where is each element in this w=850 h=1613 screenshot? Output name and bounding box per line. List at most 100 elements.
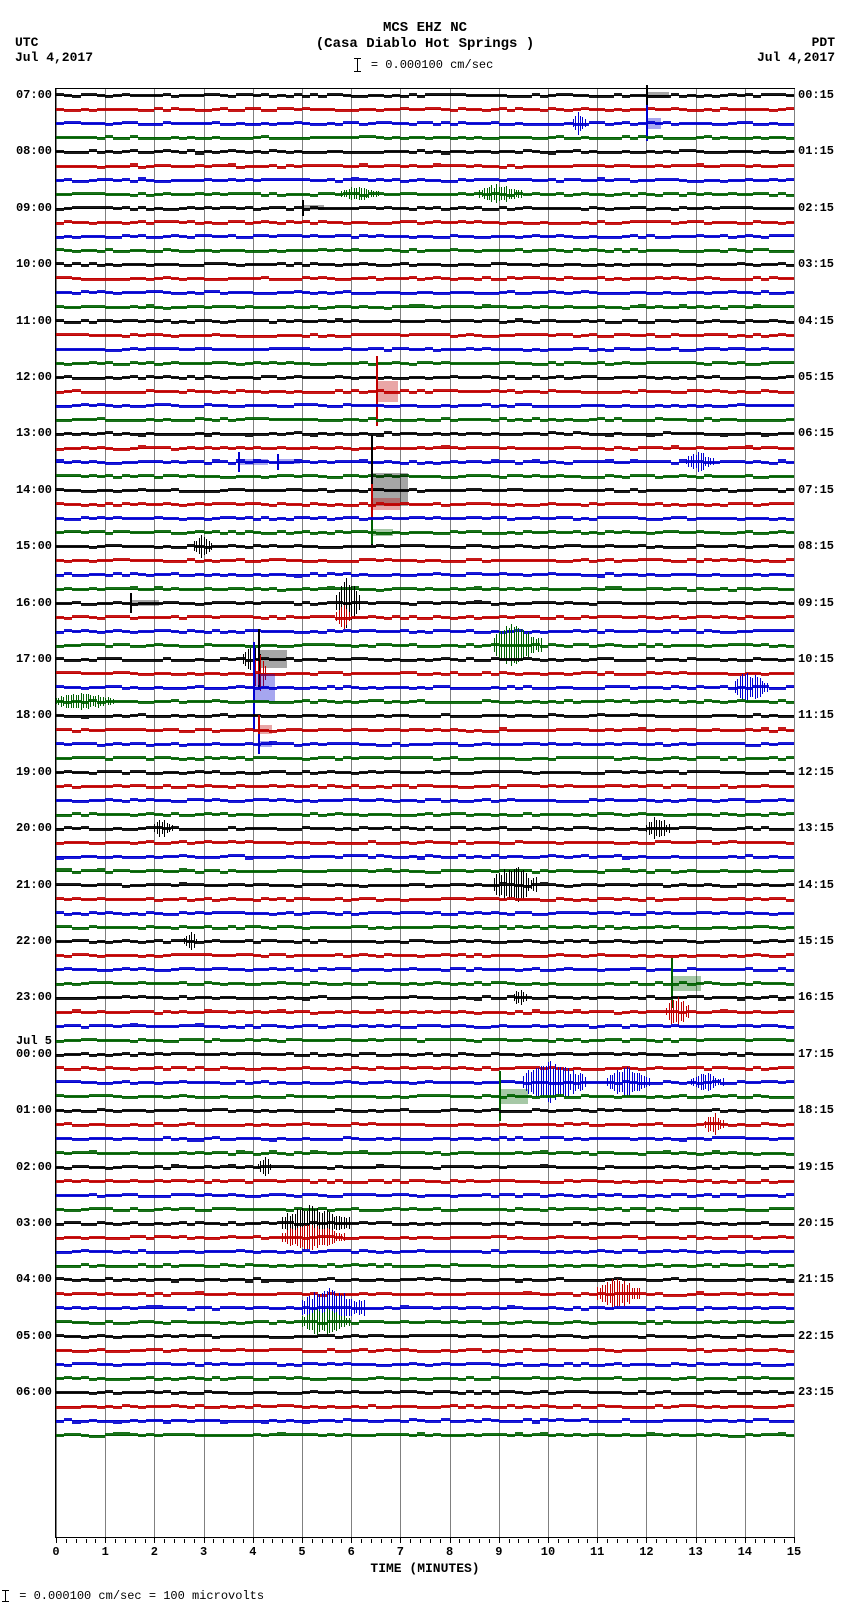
- seismic-burst-bar: [703, 453, 704, 470]
- seismic-burst-bar: [528, 632, 529, 657]
- x-minor-tick: [666, 1539, 667, 1543]
- seismic-burst-bar: [341, 1217, 342, 1230]
- seismic-burst-bar: [349, 1318, 350, 1326]
- seismic-burst-bar: [624, 1068, 625, 1096]
- trace-row: [56, 927, 794, 928]
- seismic-burst-bar: [558, 1067, 559, 1096]
- seismic-burst-bar: [496, 184, 497, 203]
- seismic-burst-bar: [260, 1161, 261, 1173]
- seismic-burst-bar: [373, 191, 374, 197]
- trace-row: [56, 1195, 794, 1196]
- pdt-hour-label: 03:15: [794, 257, 834, 271]
- trace-row: 06:0023:15: [56, 1392, 794, 1393]
- seismic-burst-bar: [349, 189, 350, 199]
- seismic-burst-bar: [344, 1233, 345, 1241]
- seismic-burst-bar: [376, 191, 377, 197]
- trace-row: 11:0004:15: [56, 321, 794, 322]
- trace-row: 10:0003:15: [56, 264, 794, 265]
- seismic-burst-bar: [575, 1074, 576, 1091]
- seismic-burst-bar: [614, 1281, 615, 1307]
- seismic-burst-bar: [204, 537, 205, 556]
- trace-row: [56, 123, 794, 124]
- trace-row: 21:0014:15: [56, 885, 794, 886]
- utc-hour-label: 15:00: [16, 539, 56, 553]
- seismic-burst-bar: [196, 939, 197, 944]
- seismic-burst-bar: [154, 824, 155, 832]
- seismic-burst-bar: [307, 1315, 308, 1329]
- seismic-burst-bar: [764, 683, 765, 692]
- seismic-burst-bar: [351, 586, 352, 620]
- seismic-burst-bar: [487, 188, 488, 200]
- seismic-burst-bar: [83, 694, 84, 708]
- chart-header: MCS EHZ NC (Casa Diablo Hot Springs ) = …: [0, 20, 850, 72]
- seismic-burst-bar: [300, 1227, 301, 1248]
- trace-row: [56, 1237, 794, 1238]
- seismic-burst-bar: [349, 1217, 350, 1230]
- seismic-burst-bar: [169, 824, 170, 832]
- seismic-burst-bar: [509, 189, 510, 199]
- x-minor-tick: [213, 1539, 214, 1543]
- seismic-burst-bar: [607, 1282, 608, 1305]
- seismic-burst-bar: [327, 1308, 328, 1335]
- x-tick-label: 0: [52, 1545, 59, 1559]
- trace-row: [56, 1082, 794, 1083]
- seismic-burst-bar: [511, 871, 512, 898]
- trace-row: [56, 278, 794, 279]
- seismic-burst-bar: [750, 677, 751, 697]
- trace-row: [56, 1350, 794, 1351]
- seismic-burst-bar: [194, 934, 195, 948]
- x-tick-label: 12: [639, 1545, 653, 1559]
- x-minor-tick: [233, 1539, 234, 1543]
- seismic-burst-bar: [511, 189, 512, 199]
- seismic-burst-bar: [88, 694, 89, 709]
- seismic-burst-bar: [346, 1299, 347, 1316]
- seismic-burst-bar: [546, 1066, 547, 1098]
- seismic-burst-bar: [76, 695, 77, 707]
- seismic-burst-bar: [671, 1000, 672, 1024]
- seismic-burst-bar: [541, 638, 542, 652]
- trace-row: [56, 307, 794, 308]
- seismic-burst-bar: [617, 1279, 618, 1309]
- seismic-burst-bar: [506, 873, 507, 897]
- seismic-burst-bar: [536, 639, 537, 650]
- seismic-burst-bar: [752, 678, 753, 697]
- seismic-burst-bar: [720, 1079, 721, 1085]
- seismic-burst-bar: [501, 875, 502, 895]
- seismic-burst-bar: [666, 1008, 667, 1016]
- seismic-burst-bar: [533, 878, 534, 890]
- scale-bar-icon: [5, 1590, 6, 1602]
- seismic-burst-bar: [93, 696, 94, 706]
- seismic-burst-bar: [292, 1229, 293, 1245]
- x-minor-tick: [164, 1539, 165, 1543]
- x-minor-tick: [715, 1539, 716, 1543]
- seismic-burst-bar: [649, 822, 650, 835]
- seismic-burst-bar: [346, 609, 347, 625]
- seismic-burst-bar: [304, 1301, 305, 1314]
- trace-row: [56, 391, 794, 392]
- seismic-burst-bar: [654, 817, 655, 839]
- trace-row: 00:0017:15Jul 5: [56, 1054, 794, 1055]
- seismic-burst-bar: [578, 1075, 579, 1088]
- trace-row: [56, 363, 794, 364]
- seismic-burst-bar: [617, 1070, 618, 1093]
- seismic-burst-bar: [691, 1079, 692, 1085]
- seismic-burst-bar: [327, 1228, 328, 1246]
- seismic-burst-bar: [167, 823, 168, 833]
- x-tick-label: 9: [495, 1545, 502, 1559]
- trace-row: [56, 448, 794, 449]
- seismic-burst-bar: [533, 1070, 534, 1094]
- pdt-hour-label: 10:15: [794, 652, 834, 666]
- x-major-tick: [302, 1537, 303, 1543]
- trace-row: [56, 955, 794, 956]
- trace-row: [56, 1435, 794, 1436]
- seismic-burst-bar: [339, 1233, 340, 1240]
- trace-row: 03:0020:15: [56, 1223, 794, 1224]
- seismic-burst-bar: [270, 1164, 271, 1170]
- seismic-burst-bar: [346, 1218, 347, 1228]
- seismic-burst-bar: [536, 1068, 537, 1096]
- trace-row: [56, 180, 794, 181]
- seismic-burst-bar: [637, 1073, 638, 1090]
- trace-row: [56, 800, 794, 801]
- seismic-burst-bar: [622, 1072, 623, 1091]
- pdt-hour-label: 19:15: [794, 1160, 834, 1174]
